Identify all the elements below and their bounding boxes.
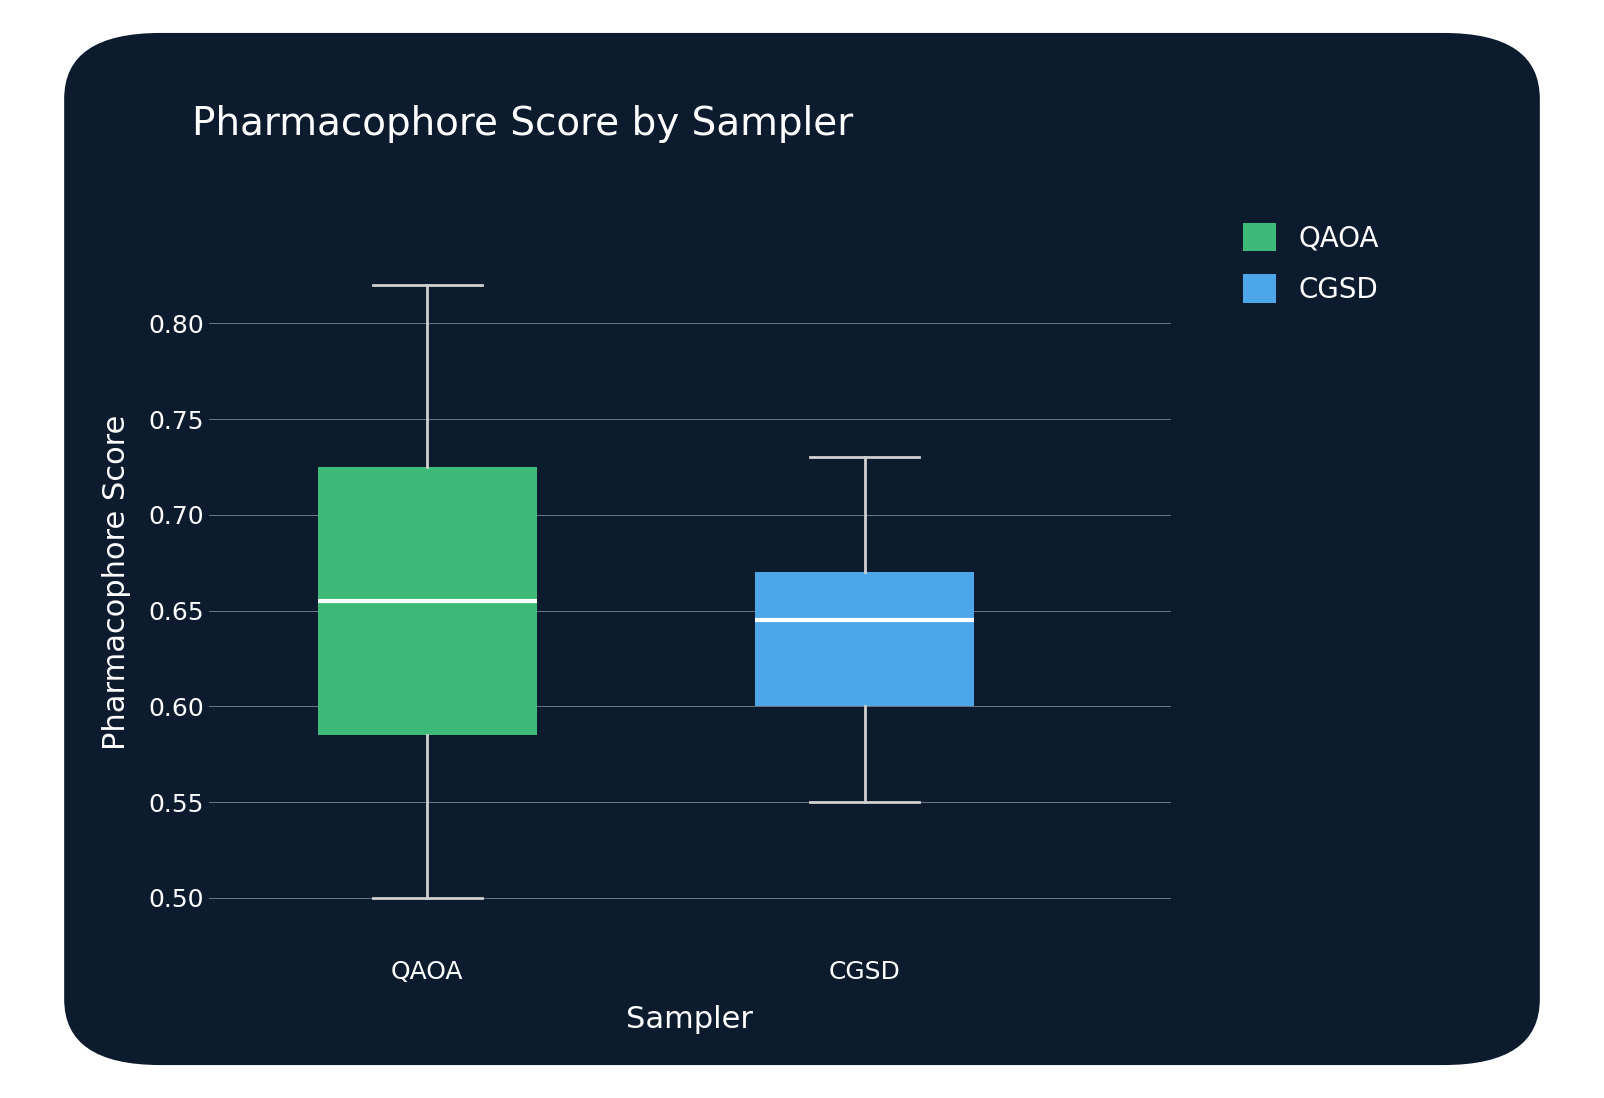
Legend: QAOA, CGSD: QAOA, CGSD bbox=[1243, 223, 1378, 304]
PathPatch shape bbox=[318, 467, 537, 735]
X-axis label: Sampler: Sampler bbox=[626, 1005, 754, 1034]
PathPatch shape bbox=[755, 572, 974, 706]
Y-axis label: Pharmacophore Score: Pharmacophore Score bbox=[103, 414, 132, 750]
Text: Pharmacophore Score by Sampler: Pharmacophore Score by Sampler bbox=[192, 104, 853, 143]
